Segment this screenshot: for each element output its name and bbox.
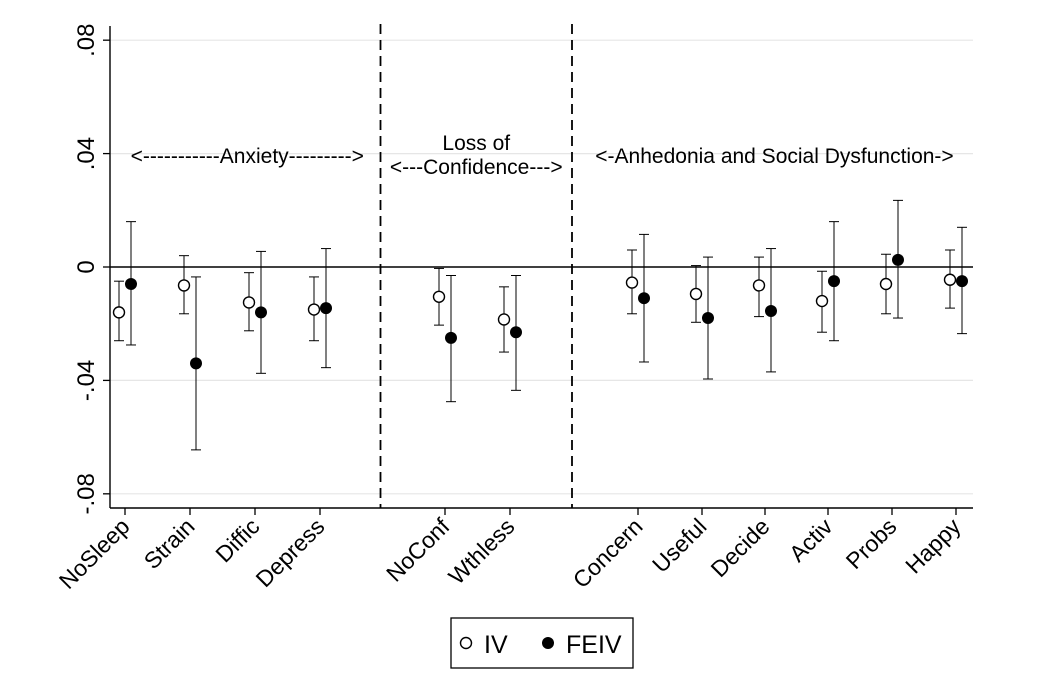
iv-point — [752, 279, 766, 292]
section-label: <---Confidence---> — [390, 156, 563, 179]
feiv-point — [320, 302, 332, 315]
iv-point — [112, 306, 126, 319]
section-labels: <-----------Anxiety---------> Loss of<---… — [131, 132, 954, 179]
section-label: <-Anhedonia and Social Dysfunction-> — [595, 145, 953, 168]
y-tick-label: -.08 — [73, 473, 100, 514]
y-tick-label: .08 — [73, 23, 100, 56]
legend-box — [450, 617, 634, 669]
y-tick-label: -.04 — [73, 360, 100, 401]
iv-point — [242, 296, 256, 309]
feiv-point — [125, 278, 137, 291]
feiv-point — [892, 253, 904, 266]
legend-iv-label: IV — [484, 631, 508, 659]
legend-feiv-marker — [542, 637, 554, 649]
feiv-point — [956, 275, 968, 288]
feiv-point — [702, 312, 714, 325]
iv-point — [943, 273, 957, 286]
feiv-point — [638, 292, 650, 305]
iv-point — [497, 313, 511, 326]
feiv-point — [190, 357, 202, 370]
legend: IV FEIV — [450, 617, 634, 669]
iv-point — [689, 287, 703, 301]
iv-point — [625, 276, 639, 289]
feiv-point — [255, 306, 267, 319]
iv-point — [432, 290, 446, 303]
feiv-point — [765, 304, 777, 317]
y-tick-label: .04 — [73, 137, 100, 170]
iv-point — [815, 294, 829, 308]
iv-point — [879, 277, 893, 291]
section-label: Loss of — [442, 132, 510, 155]
section-dividers — [379, 24, 573, 508]
iv-point — [307, 303, 321, 316]
y-tick-label: 0 — [73, 260, 100, 273]
legend-feiv-label: FEIV — [566, 631, 622, 659]
gridlines — [110, 39, 973, 495]
legend-iv-marker — [459, 636, 473, 650]
y-axis-ticks: .08 .04 0 -.04 -.08 — [73, 23, 110, 515]
section-label: <-----------Anxiety---------> — [131, 145, 364, 168]
data-marks — [112, 199, 968, 451]
feiv-point — [828, 275, 840, 288]
iv-point — [177, 279, 191, 292]
feiv-point — [445, 331, 457, 344]
feiv-point — [510, 326, 522, 339]
